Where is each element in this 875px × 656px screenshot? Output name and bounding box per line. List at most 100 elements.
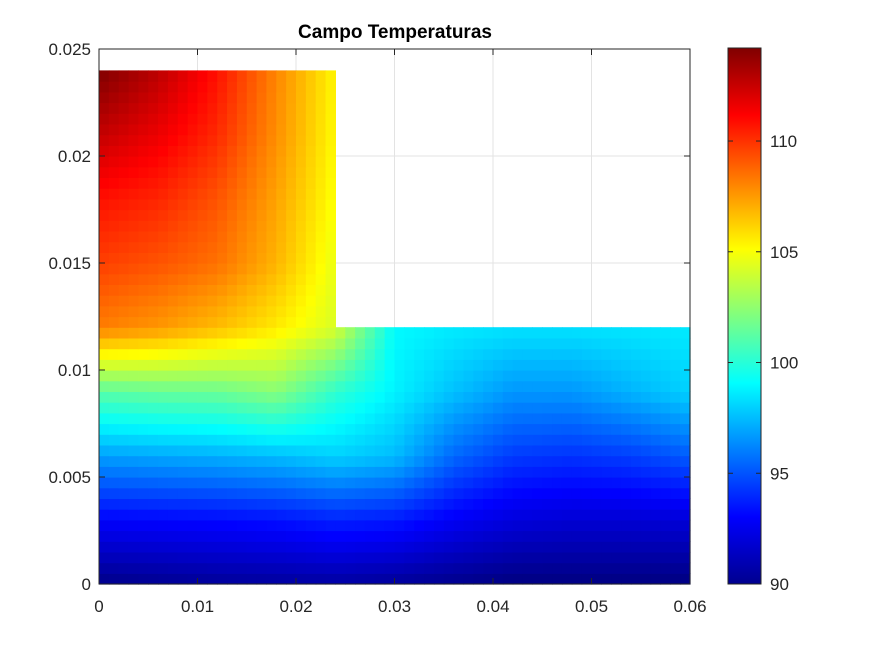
field-cell <box>315 70 327 82</box>
field-cell <box>118 487 130 499</box>
field-cell <box>483 466 494 478</box>
field-cell <box>680 412 691 425</box>
field-cell <box>286 166 297 178</box>
field-cell <box>236 316 248 328</box>
field-cell <box>601 380 612 392</box>
field-cell <box>99 412 110 425</box>
field-cell <box>256 230 268 243</box>
field-cell <box>650 519 662 532</box>
field-cell <box>443 477 455 489</box>
field-cell <box>187 220 199 232</box>
field-cell <box>364 573 376 585</box>
field-cell <box>591 327 602 339</box>
field-cell <box>138 498 149 510</box>
field-cell <box>364 359 376 371</box>
field-cell <box>187 295 199 307</box>
field-cell <box>99 113 110 125</box>
field-cell <box>118 134 130 146</box>
field-cell <box>227 263 238 275</box>
field-cell <box>305 573 317 585</box>
field-cell <box>581 519 593 532</box>
field-cell <box>197 295 208 307</box>
field-cell <box>483 551 494 564</box>
field-cell <box>187 113 199 125</box>
field-cell <box>512 530 524 542</box>
field-cell <box>296 519 307 532</box>
field-cell <box>108 70 120 82</box>
field-cell <box>355 477 366 489</box>
field-cell <box>296 70 307 82</box>
field-cell <box>374 530 386 542</box>
field-cell <box>571 391 583 403</box>
field-cell <box>315 156 327 168</box>
field-cell <box>118 113 130 125</box>
field-cell <box>581 455 593 467</box>
field-cell <box>542 370 553 382</box>
field-cell <box>463 530 474 542</box>
field-cell <box>197 113 208 125</box>
field-cell <box>660 466 671 478</box>
field-cell <box>493 412 504 425</box>
field-cell <box>305 423 317 435</box>
field-cell <box>99 530 110 542</box>
field-cell <box>177 423 189 435</box>
field-cell <box>483 380 494 392</box>
field-cell <box>640 391 652 403</box>
field-cell <box>542 380 553 392</box>
field-cell <box>355 509 366 521</box>
field-cell <box>325 487 336 499</box>
field-cell <box>256 177 268 189</box>
field-cell <box>463 380 474 392</box>
field-cell <box>266 337 277 350</box>
field-cell <box>630 337 642 350</box>
field-cell <box>296 305 307 318</box>
field-cell <box>138 551 149 564</box>
field-cell <box>621 423 632 435</box>
field-cell <box>384 370 396 382</box>
field-cell <box>148 188 159 200</box>
field-cell <box>99 305 110 318</box>
field-cell <box>256 477 268 489</box>
field-cell <box>148 423 159 435</box>
field-cell <box>177 113 189 125</box>
field-cell <box>650 509 662 521</box>
field-cell <box>463 509 474 521</box>
field-cell <box>335 519 346 532</box>
field-cell <box>463 562 474 574</box>
field-cell <box>128 284 139 296</box>
field-cell <box>640 412 652 425</box>
field-cell <box>197 391 208 403</box>
field-cell <box>207 541 218 553</box>
field-cell <box>227 370 238 382</box>
field-cell <box>660 423 671 435</box>
field-cell <box>463 487 474 499</box>
field-cell <box>167 509 179 521</box>
field-cell <box>345 380 356 392</box>
field-cell <box>158 81 169 93</box>
field-cell <box>660 359 671 371</box>
field-cell <box>167 541 179 553</box>
field-cell <box>325 284 336 296</box>
field-cell <box>404 573 415 585</box>
field-cell <box>571 509 583 521</box>
field-cell <box>463 359 474 371</box>
field-cell <box>502 412 514 425</box>
field-cell <box>207 70 218 82</box>
field-cell <box>286 241 297 253</box>
field-cell <box>236 551 248 564</box>
field-cell <box>581 423 593 435</box>
field-cell <box>650 466 662 478</box>
field-cell <box>108 252 120 264</box>
field-cell <box>591 412 602 425</box>
field-cell <box>502 498 514 510</box>
field-cell <box>424 573 435 585</box>
field-cell <box>680 380 691 392</box>
field-cell <box>315 230 327 243</box>
x-tick-label: 0.05 <box>575 597 608 616</box>
field-cell <box>404 402 415 414</box>
field-cell <box>522 412 533 425</box>
field-cell <box>532 402 543 414</box>
field-cell <box>315 295 327 307</box>
field-cell <box>315 316 327 328</box>
field-cell <box>197 263 208 275</box>
